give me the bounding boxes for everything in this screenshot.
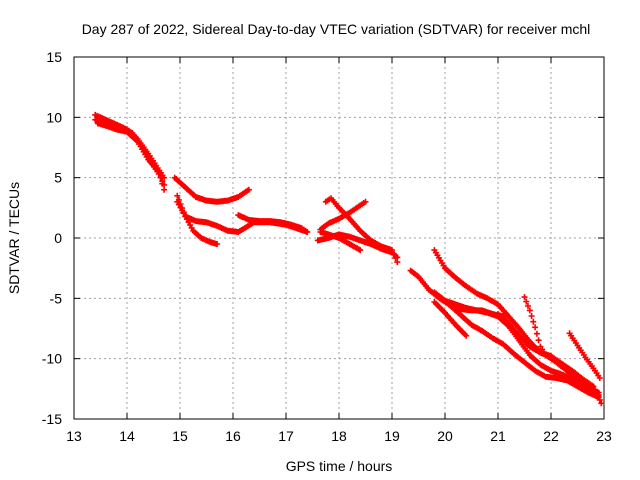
x-axis-label: GPS time / hours	[286, 458, 393, 474]
x-tick-label: 17	[278, 428, 294, 444]
marker-trail	[521, 294, 602, 398]
marker-trail	[174, 198, 221, 247]
x-tick-label: 15	[172, 428, 188, 444]
series-s15	[436, 295, 602, 401]
series-s4	[171, 174, 252, 205]
x-tick-label: 16	[225, 428, 241, 444]
x-tick-label: 20	[437, 428, 453, 444]
marker-trail	[431, 299, 470, 339]
x-tick-label: 19	[384, 428, 400, 444]
marker-trail	[407, 267, 517, 334]
series-s19	[566, 330, 603, 381]
marker-trail	[566, 330, 603, 381]
x-tick-label: 22	[543, 428, 559, 444]
y-tick-label: -15	[42, 411, 62, 427]
y-tick-label: 5	[54, 170, 62, 186]
data-series	[92, 111, 605, 407]
series-s18	[521, 294, 602, 398]
series-s14	[431, 299, 470, 339]
series-s3	[94, 120, 168, 193]
marker-trail	[314, 231, 401, 261]
series-s12	[407, 267, 517, 334]
x-tick-label: 23	[596, 428, 612, 444]
x-tick-label: 18	[331, 428, 347, 444]
chart-title: Day 287 of 2022, Sidereal Day-to-day VTE…	[82, 21, 591, 37]
y-tick-label: 10	[46, 109, 62, 125]
y-tick-label: 15	[46, 49, 62, 65]
series-s7	[235, 212, 311, 235]
x-tick-label: 21	[490, 428, 506, 444]
y-tick-label: -5	[50, 290, 63, 306]
y-tick-label: 0	[54, 230, 62, 246]
series-s6	[174, 198, 221, 247]
marker-trail	[171, 174, 252, 205]
x-tick-label: 14	[119, 428, 135, 444]
x-tick-label: 13	[66, 428, 82, 444]
axis-ticks: 13 14 15 16 17 18 19 20 21 22 23 -15 -10 -5 0 5 10 15	[42, 49, 612, 444]
series-s11	[314, 231, 401, 261]
marker-trail	[94, 120, 168, 193]
y-tick-label: -10	[42, 351, 62, 367]
marker-trail	[235, 212, 311, 235]
marker-trail	[436, 295, 602, 401]
y-axis-label: SDTVAR / TECUs	[6, 182, 22, 294]
